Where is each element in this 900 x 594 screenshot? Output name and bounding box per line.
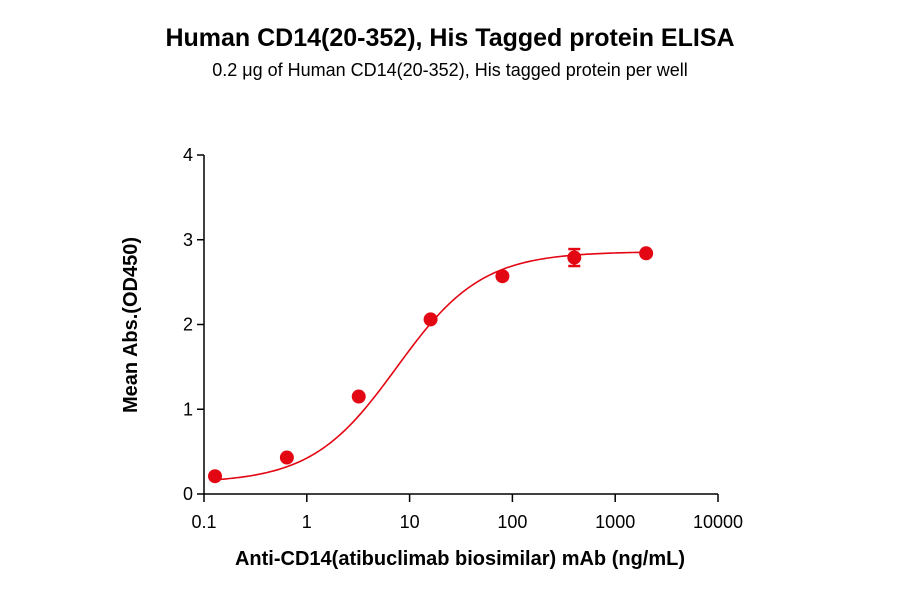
data-point xyxy=(208,469,223,484)
x-tick-label: 1000 xyxy=(595,512,635,532)
chart-title: Human CD14(20-352), His Tagged protein E… xyxy=(165,24,735,52)
axes: 0 1 2 3 4 0.1 1 10 100 1000 10000 xyxy=(183,145,743,532)
x-axis-title: Anti-CD14(atibuclimab biosimilar) mAb (n… xyxy=(235,548,685,570)
y-tick-label: 4 xyxy=(183,145,193,165)
chart-subtitle: 0.2 μg of Human CD14(20-352), His tagged… xyxy=(212,60,688,80)
y-tick-label: 0 xyxy=(183,484,193,504)
x-tick-label: 10 xyxy=(400,512,420,532)
x-tick-label: 1 xyxy=(302,512,312,532)
data-point xyxy=(495,269,510,284)
y-axis-title: Mean Abs.(OD450) xyxy=(120,237,142,413)
data-point xyxy=(351,389,366,404)
data-point xyxy=(423,312,438,327)
data-markers xyxy=(208,246,654,484)
y-tick-label: 1 xyxy=(183,399,193,419)
x-tick-label: 10000 xyxy=(693,512,743,532)
fit-curve xyxy=(214,251,647,481)
x-tick-label: 100 xyxy=(497,512,527,532)
x-tick-label: 0.1 xyxy=(191,512,216,532)
data-point xyxy=(279,450,294,465)
y-tick-label: 2 xyxy=(183,315,193,335)
y-tick-label: 3 xyxy=(183,230,193,250)
data-point xyxy=(639,246,654,261)
data-point xyxy=(567,250,582,265)
